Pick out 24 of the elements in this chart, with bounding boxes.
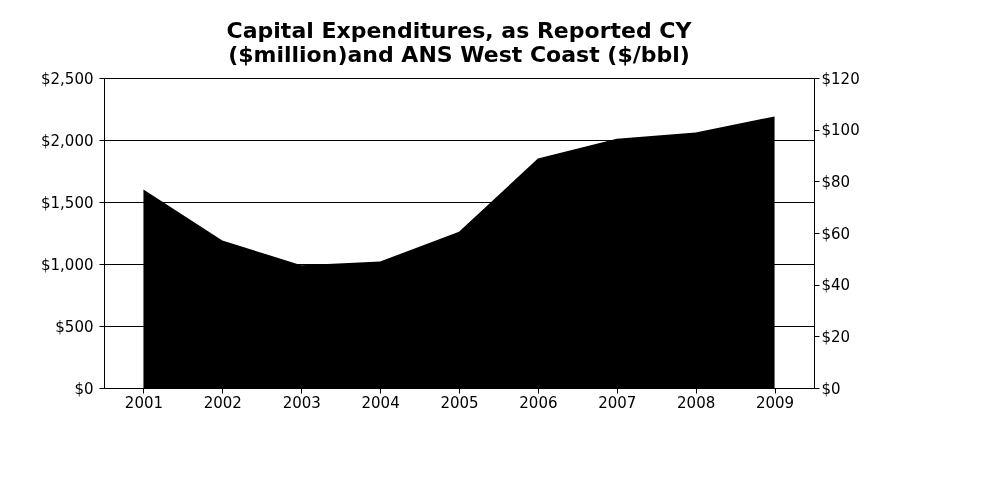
- y2-tick-label: $120: [821, 69, 860, 88]
- y2-tick-label: $0: [821, 379, 841, 398]
- x-tick-label: 2009: [755, 393, 795, 412]
- text: Capital Expenditures, as Reported CY: [226, 18, 692, 43]
- x-tick-label: 2002: [203, 393, 242, 412]
- y2-tick-label: $100: [821, 121, 860, 140]
- x-tick-label: 2003: [282, 393, 321, 412]
- x-tick-label: 2008: [677, 393, 716, 412]
- x-tick-label: 2001: [124, 393, 164, 412]
- x-tick-label: 2005: [440, 393, 479, 412]
- y-tick-label: $2,500: [41, 69, 94, 88]
- y-tick-label: $2,000: [41, 131, 94, 150]
- y-tick-label: $1,000: [41, 255, 94, 274]
- y-tick-label: $1,500: [41, 193, 94, 212]
- y-tick-label: $500: [55, 317, 94, 336]
- x-tick-label: 2006: [519, 393, 558, 412]
- y2-tick-label: $20: [821, 327, 851, 346]
- y-tick-label: $0: [74, 379, 94, 398]
- x-tick-label: 2004: [361, 393, 400, 412]
- text: ($million)and ANS West Coast ($/bbl): [228, 42, 690, 67]
- y2-tick-label: $40: [821, 276, 851, 295]
- y2-tick-label: $80: [821, 172, 851, 191]
- y2-tick-label: $60: [821, 224, 851, 243]
- x-tick-label: 2007: [598, 393, 637, 412]
